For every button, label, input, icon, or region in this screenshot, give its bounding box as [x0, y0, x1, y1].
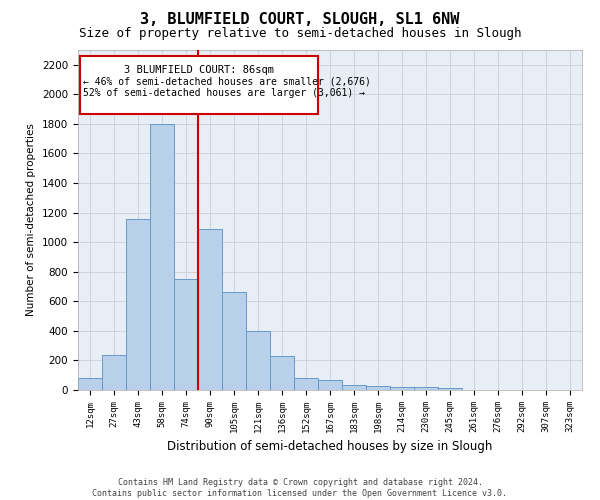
Bar — [198, 229, 222, 390]
Text: 3, BLUMFIELD COURT, SLOUGH, SL1 6NW: 3, BLUMFIELD COURT, SLOUGH, SL1 6NW — [140, 12, 460, 28]
Text: ← 46% of semi-detached houses are smaller (2,676): ← 46% of semi-detached houses are smalle… — [83, 76, 371, 86]
Text: Contains HM Land Registry data © Crown copyright and database right 2024.
Contai: Contains HM Land Registry data © Crown c… — [92, 478, 508, 498]
Bar — [222, 292, 246, 390]
Bar — [174, 279, 198, 390]
Bar — [390, 387, 414, 390]
Y-axis label: Number of semi-detached properties: Number of semi-detached properties — [26, 124, 37, 316]
Text: 52% of semi-detached houses are larger (3,061) →: 52% of semi-detached houses are larger (… — [83, 88, 365, 99]
Bar — [102, 354, 126, 390]
Bar — [342, 385, 366, 390]
Bar — [78, 378, 102, 390]
X-axis label: Distribution of semi-detached houses by size in Slough: Distribution of semi-detached houses by … — [167, 440, 493, 454]
Bar — [294, 378, 318, 390]
Bar — [246, 331, 270, 390]
Bar — [150, 124, 174, 390]
Text: Size of property relative to semi-detached houses in Slough: Size of property relative to semi-detach… — [79, 28, 521, 40]
Text: 3 BLUMFIELD COURT: 86sqm: 3 BLUMFIELD COURT: 86sqm — [124, 65, 274, 75]
Bar — [366, 386, 390, 390]
Bar — [270, 356, 294, 390]
Bar — [318, 380, 342, 390]
Bar — [414, 387, 438, 390]
Polygon shape — [80, 56, 318, 114]
Bar — [126, 218, 150, 390]
Bar — [438, 388, 462, 390]
